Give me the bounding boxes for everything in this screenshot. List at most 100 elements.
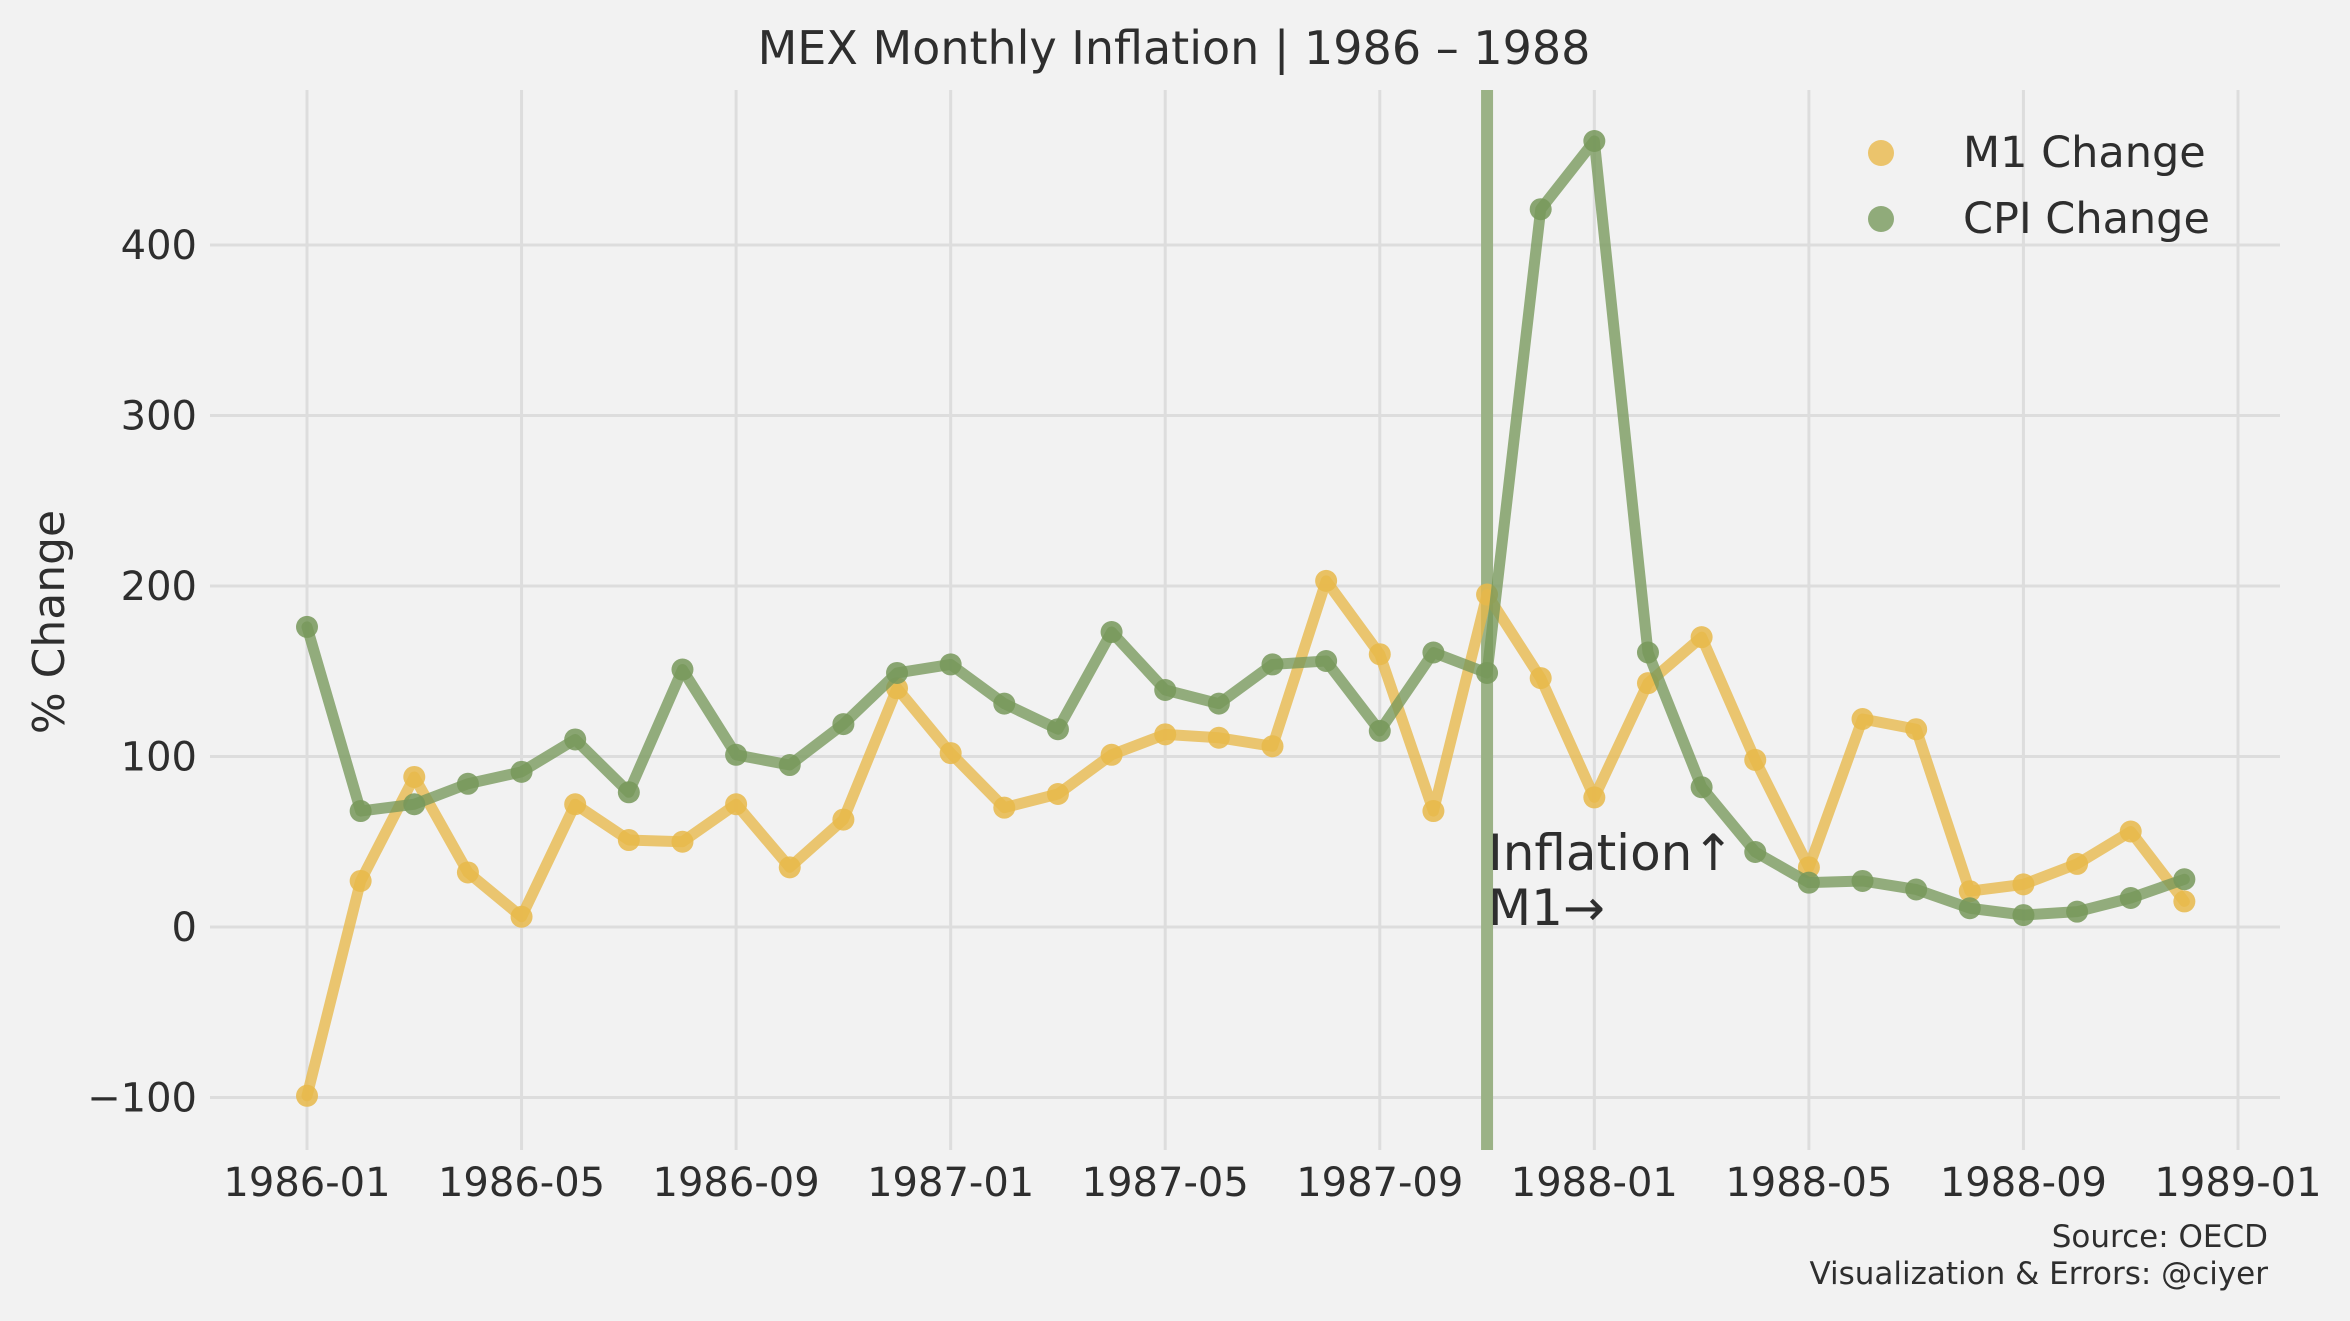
source-credit: Source: OECD [2052, 1219, 2268, 1255]
m1-change-point [939, 742, 962, 765]
cpi-change-point [832, 713, 855, 736]
cpi-change-point [403, 793, 426, 816]
cpi-change-point [1207, 692, 1230, 715]
x-tick-label: 1989-01 [2154, 1160, 2321, 1206]
cpi-change-point [1636, 641, 1659, 664]
x-tick-label: 1986-05 [438, 1160, 605, 1206]
m1-change-point [349, 869, 372, 892]
m1-change-point [1046, 783, 1069, 806]
m1-change-point [1368, 643, 1391, 666]
cpi-change-point [671, 658, 694, 681]
m1-change-point [2066, 852, 2089, 875]
legend-label-cpi: CPI Change [1963, 194, 2210, 244]
cpi-change-point [725, 743, 748, 766]
m1-change-point [1690, 626, 1713, 649]
m1-change-point [993, 796, 1016, 819]
cpi-change-point [886, 661, 909, 684]
cpi-change-point [2012, 904, 2035, 927]
footer: Source: OECD Visualization & Errors: @ci… [1809, 1219, 2268, 1292]
legend-marker-cpi [1868, 206, 1894, 232]
cpi-change-point [778, 754, 801, 777]
m1-change-point [1261, 735, 1284, 758]
y-tick-label: 200 [121, 564, 197, 610]
m1-change-point [1797, 856, 1820, 879]
legend-marker-m1 [1868, 140, 1894, 166]
m1-change-point [1851, 707, 1874, 730]
m1-change-point [1207, 726, 1230, 749]
cpi-change-point [564, 728, 587, 751]
legend-label-m1: M1 Change [1963, 128, 2206, 178]
cpi-change-point [296, 615, 318, 638]
cpi-change-point [1529, 198, 1552, 221]
cpi-change-point [1476, 661, 1499, 684]
m1-change-point [671, 830, 694, 853]
cpi-change-point [1046, 718, 1069, 741]
cpi-change-point [1905, 878, 1928, 901]
y-tick-label: 100 [121, 735, 197, 781]
m1-change-point [1583, 786, 1606, 809]
m1-change-point [1315, 569, 1338, 592]
m1-change-point [1744, 748, 1767, 771]
cpi-change-point [993, 692, 1016, 715]
cpi-change-point [1422, 641, 1445, 664]
cpi-change-point [456, 772, 479, 795]
m1-change-point [1154, 723, 1177, 746]
x-tick-label: 1986-09 [653, 1160, 820, 1206]
cpi-change-point [1851, 869, 1874, 892]
cpi-change-point [1744, 840, 1767, 863]
annotation: Inflation↑ M1→ [1488, 824, 1734, 937]
cpi-change-point [2066, 900, 2089, 923]
m1-change-point [2119, 820, 2142, 843]
cpi-change-point [1154, 679, 1177, 702]
y-tick-label: 300 [121, 394, 197, 440]
legend: M1 Change CPI Change [1868, 128, 2210, 244]
x-tick-label: 1988-05 [1725, 1160, 1892, 1206]
axis-ticks: −100 0 100 200 300 400 1986-01 1986-05 1986-09 19… [87, 223, 2321, 1206]
chart-title: MEX Monthly Inflation | 1986 – 1988 [758, 21, 1591, 76]
visualization-credit: Visualization & Errors: @ciyer [1809, 1256, 2268, 1292]
cpi-change-point [2173, 868, 2196, 891]
x-tick-label: 1986-01 [223, 1160, 390, 1206]
m1-change-point [1905, 718, 1928, 741]
m1-change-point [1529, 667, 1552, 690]
cpi-change-point [2119, 887, 2142, 910]
cpi-change-point [1368, 719, 1391, 742]
cpi-change-point [349, 800, 372, 823]
m1-change-point [510, 905, 533, 928]
grid [210, 90, 2280, 1150]
cpi-change-point [617, 781, 640, 804]
cpi-change-point [939, 653, 962, 676]
m1-change-point [296, 1084, 318, 1107]
m1-change-point [832, 808, 855, 831]
m1-change-point [403, 765, 426, 788]
y-tick-label: 400 [121, 223, 197, 269]
m1-change-point [1422, 800, 1445, 823]
m1-change-point [456, 861, 479, 884]
m1-change-point [1958, 880, 1981, 903]
annotation-line-2: M1→ [1488, 879, 1605, 937]
x-tick-label: 1987-09 [1296, 1160, 1463, 1206]
x-tick-label: 1987-01 [867, 1160, 1034, 1206]
cpi-change-line [301, 135, 2190, 921]
cpi-change-point [1690, 776, 1713, 799]
cpi-change-point [1797, 871, 1820, 894]
series-layer [296, 129, 2196, 1107]
m1-change-point [778, 856, 801, 879]
m1-change-line [301, 575, 2190, 1102]
annotation-line-1: Inflation↑ [1488, 824, 1734, 882]
cpi-change-point [1315, 650, 1338, 673]
m1-change-point [617, 829, 640, 852]
m1-change-point [725, 793, 748, 816]
m1-change-point [2173, 890, 2196, 913]
cpi-change-point [1261, 653, 1284, 676]
x-tick-label: 1988-01 [1511, 1160, 1678, 1206]
x-tick-label: 1988-09 [1940, 1160, 2107, 1206]
m1-change-point [2012, 873, 2035, 896]
m1-change-point [1100, 743, 1123, 766]
cpi-change-point [1958, 897, 1981, 920]
cpi-change-point [1583, 129, 1606, 152]
m1-change-point [564, 793, 587, 816]
y-tick-label: −100 [87, 1076, 197, 1122]
y-tick-label: 0 [172, 905, 197, 951]
